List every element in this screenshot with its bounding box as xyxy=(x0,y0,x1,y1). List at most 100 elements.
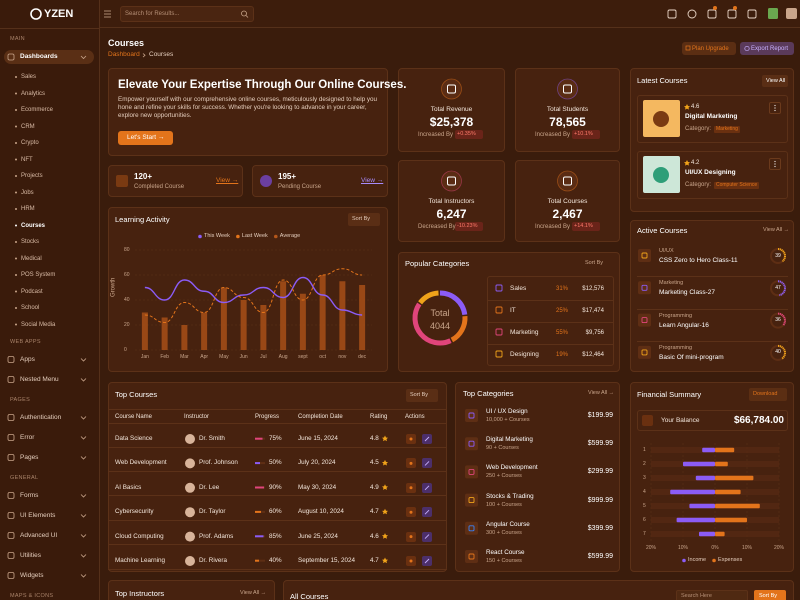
rating: 4.5 xyxy=(370,459,379,467)
bar xyxy=(319,275,326,350)
submenu-item[interactable]: Ecommerce xyxy=(21,107,54,113)
legend-label: Last Week xyxy=(241,233,268,239)
submenu-item[interactable]: Analytics xyxy=(21,90,46,97)
submenu-item[interactable]: Social Media xyxy=(21,321,56,328)
x-tick-label: Jun xyxy=(239,354,248,360)
breadcrumb[interactable]: Dashboard xyxy=(108,51,140,58)
breadcrumb: Courses xyxy=(149,51,174,58)
category-icon xyxy=(465,521,478,535)
rating: 4.8 xyxy=(370,435,379,442)
submenu-item[interactable]: Sales xyxy=(21,74,37,80)
view-all-button[interactable] xyxy=(762,75,788,87)
card-title: Top Instructors xyxy=(115,589,165,598)
chevron xyxy=(80,456,87,460)
submenu-item[interactable]: Podcast xyxy=(21,288,43,295)
table-header xyxy=(108,409,447,424)
stat-label: Completed Course xyxy=(134,184,185,190)
bar xyxy=(689,503,715,509)
kpi-trend: Decreased By xyxy=(418,224,456,230)
action-glyph xyxy=(409,486,413,490)
menu-button[interactable] xyxy=(769,158,781,170)
kpi-value: 78,565 xyxy=(549,115,586,129)
y-tick-label: 60 xyxy=(124,271,130,278)
download-button[interactable] xyxy=(749,388,787,401)
action-glyph xyxy=(424,534,430,539)
plan-upgrade-button[interactable] xyxy=(682,42,736,55)
stat-label: Pending Course xyxy=(278,184,322,190)
bar xyxy=(260,305,267,350)
menu-item[interactable]: UI Elements xyxy=(20,511,56,519)
action-glyph xyxy=(409,535,413,539)
view-all[interactable]: View All → xyxy=(763,227,790,233)
stat-link[interactable]: View → xyxy=(361,177,384,184)
category-amount: $12,576 xyxy=(582,286,604,292)
instructor-name: Dr. Smith xyxy=(199,435,225,442)
lets-start-button[interactable] xyxy=(118,131,173,145)
top-instructors-card xyxy=(108,580,275,600)
submenu-item[interactable]: Crypto xyxy=(21,140,39,146)
avatar xyxy=(786,8,797,19)
course-icon xyxy=(638,249,651,262)
menu-item[interactable]: Widgets xyxy=(20,571,44,579)
menu-item[interactable]: Dashboards xyxy=(20,53,58,60)
export-report-button[interactable] xyxy=(740,42,794,55)
menu-button[interactable] xyxy=(769,102,781,114)
menu-item[interactable]: Apps xyxy=(20,355,35,363)
view-all[interactable]: View All → xyxy=(588,390,615,396)
submenu-item[interactable]: NFT xyxy=(21,156,33,163)
sub-dot xyxy=(15,241,17,243)
submenu-item[interactable]: HRM xyxy=(21,206,35,212)
kpi-icon-ring xyxy=(557,170,578,192)
view-all[interactable]: View All → xyxy=(240,590,267,596)
legend-marker xyxy=(236,234,240,239)
menu-item[interactable]: Utilities xyxy=(20,551,41,559)
progress-track xyxy=(255,559,265,562)
category-icon xyxy=(495,328,503,336)
course-category: UI/UX xyxy=(659,248,674,254)
category-icon xyxy=(465,493,478,507)
sort-button[interactable] xyxy=(754,590,786,600)
submenu-item[interactable]: POS System xyxy=(21,272,56,278)
menu-item[interactable]: Authentication xyxy=(20,413,62,421)
course-name: Web Development xyxy=(115,459,167,467)
kpi-icon-ring xyxy=(557,78,578,100)
submenu-item[interactable]: Jobs xyxy=(21,189,34,196)
header-icon xyxy=(727,9,737,19)
notification-dot xyxy=(733,6,737,10)
submenu-item[interactable]: Projects xyxy=(21,173,43,179)
menu-dot xyxy=(774,104,776,107)
submenu-item[interactable]: Stocks xyxy=(21,239,40,245)
submenu-item[interactable]: Courses xyxy=(21,222,46,229)
menu-item[interactable]: Pages xyxy=(20,453,39,461)
category-icon xyxy=(495,350,503,358)
legend-marker xyxy=(682,558,686,563)
sort-label[interactable]: Sort By xyxy=(585,260,604,266)
search-box[interactable] xyxy=(676,590,748,600)
kpi-change-badge xyxy=(572,130,600,139)
progress-value: 36 xyxy=(775,317,781,324)
menu-item[interactable]: Nested Menu xyxy=(20,375,59,383)
bar xyxy=(715,531,725,537)
search-box[interactable] xyxy=(120,6,254,22)
menu-item[interactable]: Error xyxy=(20,433,35,441)
sub-dot xyxy=(15,175,17,177)
category-percent: 25% xyxy=(556,308,569,314)
course-name: Cybersecurity xyxy=(115,508,154,516)
menu-item[interactable]: Forms xyxy=(20,491,39,499)
stat-icon xyxy=(116,175,128,187)
menu-item[interactable]: Advanced UI xyxy=(20,531,58,539)
x-tick-label: Feb xyxy=(160,354,169,360)
submenu-item[interactable]: School xyxy=(21,305,40,311)
row-divider xyxy=(108,519,447,521)
bar xyxy=(715,447,735,453)
submenu-item[interactable]: Medical xyxy=(21,255,42,262)
course-name: Digital Marketing xyxy=(685,113,738,120)
sort-button[interactable] xyxy=(406,389,438,402)
stat-value: 195+ xyxy=(278,172,297,181)
y-tick-label: 6 xyxy=(643,516,646,523)
sort-button[interactable] xyxy=(348,213,380,226)
category-icon-glyph xyxy=(468,497,475,504)
column-header: Completion Date xyxy=(298,413,343,420)
stat-link[interactable]: View → xyxy=(216,177,239,184)
submenu-item[interactable]: CRM xyxy=(21,123,35,130)
